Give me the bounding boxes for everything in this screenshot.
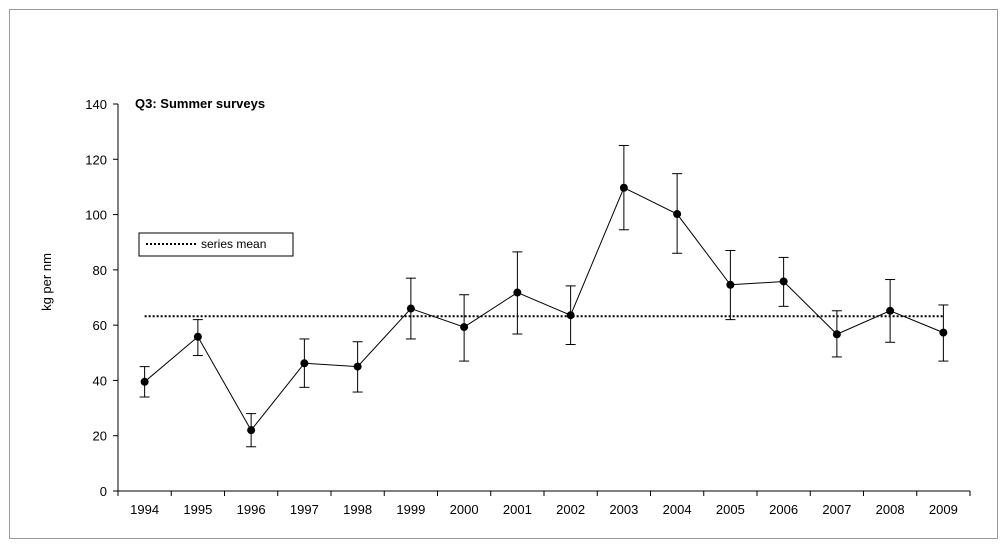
x-tick-label: 2008 bbox=[876, 502, 905, 517]
x-tick-label: 1999 bbox=[396, 502, 425, 517]
x-tick-label: 2004 bbox=[663, 502, 692, 517]
data-point bbox=[353, 362, 362, 371]
x-tick-label: 1998 bbox=[343, 502, 372, 517]
y-tick-label: 80 bbox=[93, 263, 107, 278]
x-tick-label: 1997 bbox=[290, 502, 319, 517]
data-point bbox=[406, 304, 415, 313]
x-tick-label: 2009 bbox=[929, 502, 958, 517]
x-tick-label: 2005 bbox=[716, 502, 745, 517]
data-point bbox=[300, 359, 309, 368]
data-point bbox=[779, 277, 788, 286]
x-tick-label: 2002 bbox=[556, 502, 585, 517]
data-point bbox=[247, 426, 256, 435]
data-point bbox=[939, 328, 948, 337]
points-layer bbox=[140, 183, 948, 435]
y-tick-label: 100 bbox=[85, 208, 107, 223]
line-layer bbox=[144, 187, 944, 432]
data-point bbox=[566, 311, 575, 320]
x-tick-label: 2000 bbox=[450, 502, 479, 517]
data-point bbox=[460, 323, 469, 332]
chart-svg: 0 20 40 60 80 100 120 140 1994 1995 1996 1997 1998 19… bbox=[39, 96, 971, 517]
legend-box bbox=[138, 232, 294, 257]
series-line bbox=[144, 187, 944, 432]
x-tick-label: 2001 bbox=[503, 502, 532, 517]
data-point bbox=[886, 306, 895, 315]
axes-layer bbox=[117, 104, 970, 492]
y-tick-label: 20 bbox=[93, 429, 107, 444]
x-tick-label: 2006 bbox=[769, 502, 798, 517]
y-tick-label: 40 bbox=[93, 373, 107, 388]
y-axis-title: kg per nm bbox=[39, 253, 54, 311]
x-tick-label: 2007 bbox=[822, 502, 851, 517]
data-point bbox=[140, 377, 149, 386]
data-point bbox=[832, 330, 841, 339]
chart-frame: 0 20 40 60 80 100 120 140 1994 1995 1996 1997 1998 19… bbox=[9, 9, 998, 539]
data-point bbox=[193, 332, 202, 341]
y-tick-label: 60 bbox=[93, 318, 107, 333]
x-tick-label: 2003 bbox=[609, 502, 638, 517]
x-tick-label: 1996 bbox=[237, 502, 266, 517]
chart-title: Q3: Summer surveys bbox=[135, 96, 265, 111]
ticks-layer: 0 20 40 60 80 100 120 140 1994 1995 1996 1997 1998 19… bbox=[85, 97, 971, 517]
data-point bbox=[619, 183, 628, 192]
y-tick-label: 0 bbox=[100, 484, 107, 499]
y-tick-label: 140 bbox=[85, 97, 107, 112]
data-point bbox=[673, 210, 682, 219]
x-tick-label: 1994 bbox=[130, 502, 159, 517]
data-point bbox=[513, 288, 522, 297]
y-tick-label: 120 bbox=[85, 152, 107, 167]
x-tick-label: 1995 bbox=[183, 502, 212, 517]
legend: series mean bbox=[138, 232, 294, 257]
legend-mean-label: series mean bbox=[201, 237, 266, 251]
errorbar-layer bbox=[139, 144, 949, 448]
data-point bbox=[726, 280, 735, 289]
